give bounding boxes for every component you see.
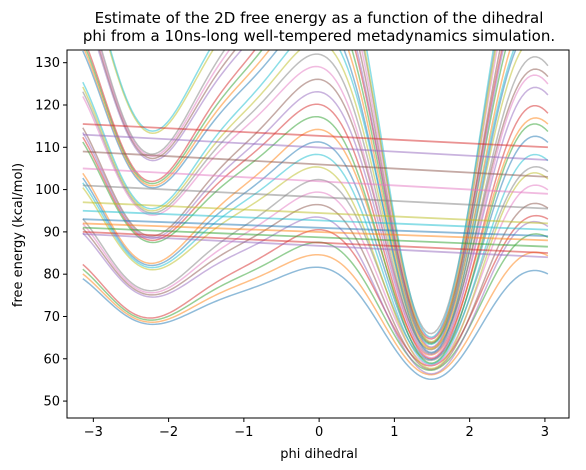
wraparound-line (82, 218, 548, 238)
free-energy-curve (82, 53, 549, 355)
y-tick-label: 130 (35, 56, 60, 71)
x-axis-ticks: −3 −2 −1 0 1 2 3 (84, 418, 549, 440)
x-axis-label: phi dihedral (280, 447, 358, 462)
wraparound-line (82, 133, 548, 161)
plot-frame (66, 49, 570, 419)
y-tick-label: 90 (43, 225, 60, 240)
wraparound-line (82, 150, 548, 178)
wraparound-line (82, 233, 548, 259)
wraparound-line (82, 123, 548, 149)
wraparound-line (82, 184, 548, 210)
x-tick-label: −3 (84, 425, 103, 440)
y-axis-ticks: 50 60 70 80 90 100 110 120 130 (35, 56, 67, 410)
wraparound-line (82, 226, 548, 248)
y-tick-label: 120 (35, 98, 60, 113)
wraparound-line (82, 167, 548, 195)
free-energy-curve (108, 50, 497, 343)
chart-title-line-1: Estimate of the 2D free energy as a func… (95, 9, 544, 27)
x-tick-label: 1 (390, 425, 398, 440)
free-energy-curve (82, 166, 549, 370)
y-tick-label: 60 (43, 352, 60, 367)
plot-lines (82, 50, 549, 380)
free-energy-curve (82, 216, 549, 375)
free-energy-curve (82, 202, 549, 371)
free-energy-curve (82, 251, 549, 376)
x-tick-label: −1 (234, 425, 253, 440)
free-energy-curve (82, 115, 549, 364)
chart-title-line-2: phi from a 10ns-long well-tempered metad… (83, 27, 555, 45)
free-energy-curve (82, 153, 549, 365)
y-tick-label: 70 (43, 310, 60, 325)
wraparound-line (82, 201, 548, 225)
y-tick-label: 50 (43, 395, 60, 410)
wraparound-line (82, 230, 548, 254)
x-tick-label: 0 (315, 425, 323, 440)
free-energy-curve (82, 50, 517, 354)
x-tick-label: 2 (466, 425, 474, 440)
free-energy-curve (82, 266, 549, 380)
y-tick-label: 110 (35, 141, 60, 156)
y-tick-label: 100 (35, 183, 60, 198)
wraparound-line (82, 209, 548, 231)
x-tick-label: −2 (159, 425, 178, 440)
x-tick-label: 3 (541, 425, 549, 440)
free-energy-curve (83, 50, 511, 349)
y-tick-label: 80 (43, 268, 60, 283)
y-axis-label: free energy (kcal/mol) (11, 163, 26, 307)
wraparound-line (82, 222, 548, 242)
